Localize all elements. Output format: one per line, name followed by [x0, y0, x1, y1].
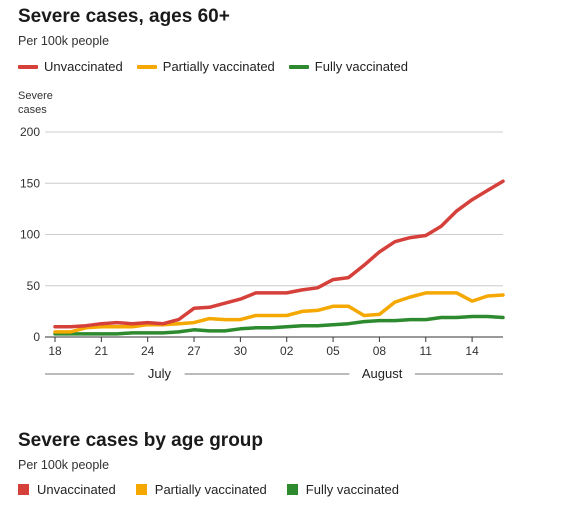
x-tick-label: 30	[234, 344, 248, 358]
legend-item-unvaccinated: Unvaccinated	[18, 59, 123, 74]
y-tick-label: 150	[20, 176, 40, 190]
legend-swatch-unvaccinated	[18, 64, 38, 69]
legend2-label-partially-vaccinated: Partially vaccinated	[154, 482, 267, 497]
y-tick-label: 0	[33, 330, 40, 344]
month-label-july: July	[148, 366, 172, 381]
x-tick-label: 27	[187, 344, 201, 358]
legend-label-partially-vaccinated: Partially vaccinated	[162, 59, 275, 74]
legend-item-fully-vaccinated: Fully vaccinated	[288, 59, 408, 74]
legend2-item-partially-vaccinated: Partially vaccinated	[135, 482, 267, 497]
series-line-fully-vaccinated	[53, 314, 505, 336]
legend-swatch-fully-vaccinated	[288, 64, 309, 69]
x-tick-label: 18	[48, 344, 62, 358]
chart1-title: Severe cases, ages 60+	[18, 6, 230, 27]
y-tick-label: 200	[20, 125, 40, 139]
legend-label-unvaccinated: Unvaccinated	[44, 59, 123, 74]
chart1-subtitle: Per 100k people	[18, 34, 110, 48]
y-axis-label-line: cases	[18, 104, 47, 116]
x-tick-label: 11	[420, 344, 433, 358]
legend-label-fully-vaccinated: Fully vaccinated	[314, 59, 408, 74]
legend2-item-unvaccinated: Unvaccinated	[18, 482, 116, 497]
legend2-swatch-fully-vaccinated	[286, 484, 298, 495]
legend2-item-fully-vaccinated: Fully vaccinated	[286, 482, 399, 497]
legend2-label-unvaccinated: Unvaccinated	[37, 482, 116, 497]
y-axis-label-line: Severe	[18, 90, 53, 102]
y-tick-label: 100	[20, 228, 40, 242]
legend2-swatch-partially-vaccinated	[135, 484, 147, 495]
x-tick-label: 02	[280, 344, 294, 358]
x-tick-label: 14	[465, 344, 479, 358]
chart1-plot: Severe cases 0 50 100 150 200 18 21 24 27 30 02 05 08 1…	[18, 90, 505, 381]
x-tick-label: 21	[95, 344, 109, 358]
legend2-swatch-unvaccinated	[18, 484, 29, 495]
series-line-unvaccinated	[53, 179, 505, 329]
x-tick-label: 05	[326, 344, 340, 358]
month-label-august: August	[362, 366, 403, 381]
legend-swatch-partially-vaccinated	[136, 64, 157, 69]
chart1-legend: Unvaccinated Partially vaccinated Fully …	[18, 59, 422, 74]
chart2-legend: Unvaccinated Partially vaccinated Fully …	[18, 482, 413, 497]
y-tick-label: 50	[27, 279, 41, 293]
x-tick-label: 08	[373, 344, 387, 358]
legend-item-partially-vaccinated: Partially vaccinated	[136, 59, 275, 74]
chart2-title: Severe cases by age group	[18, 430, 264, 451]
chart2-subtitle: Per 100k people	[18, 458, 110, 472]
legend2-label-fully-vaccinated: Fully vaccinated	[305, 482, 399, 497]
series-line-partially-vaccinated	[53, 291, 505, 334]
x-tick-label: 24	[141, 344, 155, 358]
